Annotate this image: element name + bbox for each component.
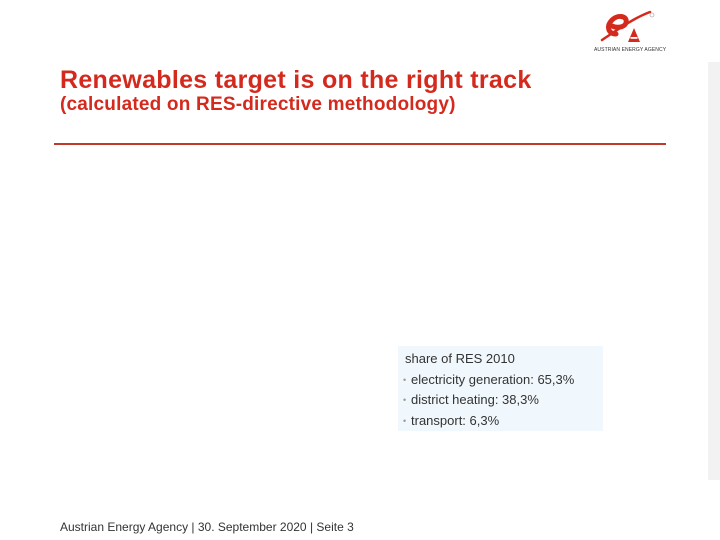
slide-subtitle: (calculated on RES-directive methodology… <box>60 94 456 115</box>
logo-icon <box>600 10 655 42</box>
austrian-energy-agency-logo: AUSTRIAN ENERGY AGENCY <box>594 8 668 56</box>
title-divider <box>54 143 666 145</box>
slide-footer: Austrian Energy Agency | 30. September 2… <box>60 520 354 534</box>
bullet-icon: • <box>403 395 407 405</box>
res-share-electricity: electricity generation: 65,3% <box>411 371 575 387</box>
list-item: • electricity generation: 65,3% <box>403 370 603 391</box>
bullet-icon: • <box>403 415 407 426</box>
bullet-icon: • <box>403 374 407 385</box>
right-edge-bar <box>708 62 720 480</box>
slide-title: Renewables target is on the right track <box>60 66 532 94</box>
list-item: • district heating: 38,3% <box>403 390 603 411</box>
res-share-transport: transport: 6,3% <box>411 412 500 428</box>
res-share-heading: share of RES 2010 <box>405 351 515 366</box>
list-item: • transport: 6,3% <box>403 411 603 432</box>
res-share-district-heating: district heating: 38,3% <box>411 392 539 407</box>
res-share-box: share of RES 2010 • electricity generatio… <box>398 346 603 431</box>
res-share-list: • electricity generation: 65,3% • district… <box>403 370 603 432</box>
logo-text: AUSTRIAN ENERGY AGENCY <box>594 47 667 53</box>
